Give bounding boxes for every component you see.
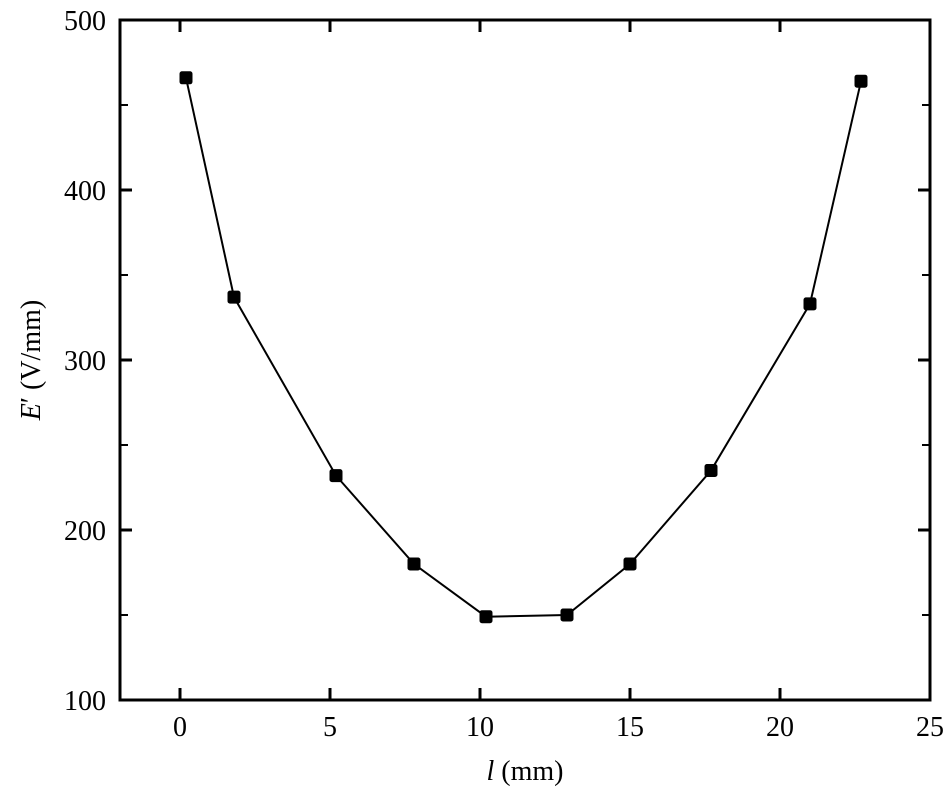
data-marker bbox=[804, 298, 816, 310]
chart-background bbox=[0, 0, 952, 791]
data-marker bbox=[228, 291, 240, 303]
x-tick-label: 20 bbox=[766, 712, 794, 743]
x-axis-label: l (mm) bbox=[487, 756, 564, 787]
x-tick-label: 5 bbox=[323, 712, 337, 743]
data-marker bbox=[561, 609, 573, 621]
y-tick-label: 500 bbox=[64, 6, 106, 37]
data-marker bbox=[855, 75, 867, 87]
y-tick-label: 200 bbox=[64, 516, 106, 547]
data-marker bbox=[180, 72, 192, 84]
data-marker bbox=[330, 470, 342, 482]
x-tick-label: 15 bbox=[616, 712, 644, 743]
y-tick-label: 400 bbox=[64, 176, 106, 207]
data-marker bbox=[705, 465, 717, 477]
data-marker bbox=[624, 558, 636, 570]
x-tick-label: 25 bbox=[916, 712, 944, 743]
y-axis-label: E′ (V/mm) bbox=[16, 300, 47, 421]
x-tick-label: 0 bbox=[173, 712, 187, 743]
y-tick-label: 100 bbox=[64, 686, 106, 717]
y-tick-label: 300 bbox=[64, 346, 106, 377]
chart-svg: 0 5 10 15 20 25 100 200 300 400 500 l (mm) E′ (V/mm) bbox=[0, 0, 952, 791]
x-tick-label: 10 bbox=[466, 712, 494, 743]
data-marker bbox=[480, 611, 492, 623]
chart-figure: 0 5 10 15 20 25 100 200 300 400 500 l (mm) E′ (V/mm) bbox=[0, 0, 952, 791]
data-marker bbox=[408, 558, 420, 570]
